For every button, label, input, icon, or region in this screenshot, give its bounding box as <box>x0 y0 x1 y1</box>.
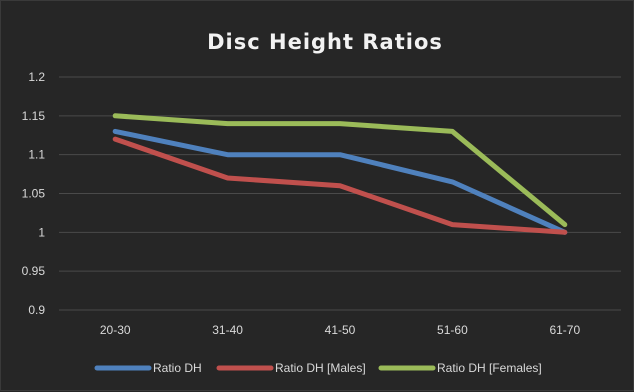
y-tick-label: 0.9 <box>28 303 45 317</box>
y-tick-label: 1 <box>38 225 45 239</box>
legend-label: Ratio DH <box>153 361 202 375</box>
x-tick-label: 51-60 <box>437 323 468 337</box>
x-tick-label: 41-50 <box>325 323 356 337</box>
x-tick-label: 61-70 <box>549 323 580 337</box>
x-axis-tick-labels: 20-30 31-40 41-50 51-60 61-70 <box>100 323 581 337</box>
chart-title: Disc Height Ratios <box>207 30 443 54</box>
series-line <box>112 136 568 235</box>
y-tick-label: 1.2 <box>28 70 45 84</box>
series-line <box>112 113 568 228</box>
legend-label: Ratio DH [Males] <box>275 361 366 375</box>
legend: Ratio DH Ratio DH [Males] Ratio DH [Female… <box>94 361 542 375</box>
y-axis-tick-labels: 0.9 0.95 1 1.05 1.1 1.15 1.2 <box>22 70 46 317</box>
x-tick-label: 20-30 <box>100 323 131 337</box>
series-lines <box>112 113 568 235</box>
y-tick-label: 1.15 <box>22 109 46 123</box>
y-tick-label: 1.1 <box>28 148 45 162</box>
legend-label: Ratio DH [Females] <box>437 361 542 375</box>
gridlines <box>59 76 621 311</box>
series-line <box>112 128 568 235</box>
y-tick-label: 1.05 <box>22 187 46 201</box>
x-tick-label: 31-40 <box>212 323 243 337</box>
y-tick-label: 0.95 <box>22 264 46 278</box>
